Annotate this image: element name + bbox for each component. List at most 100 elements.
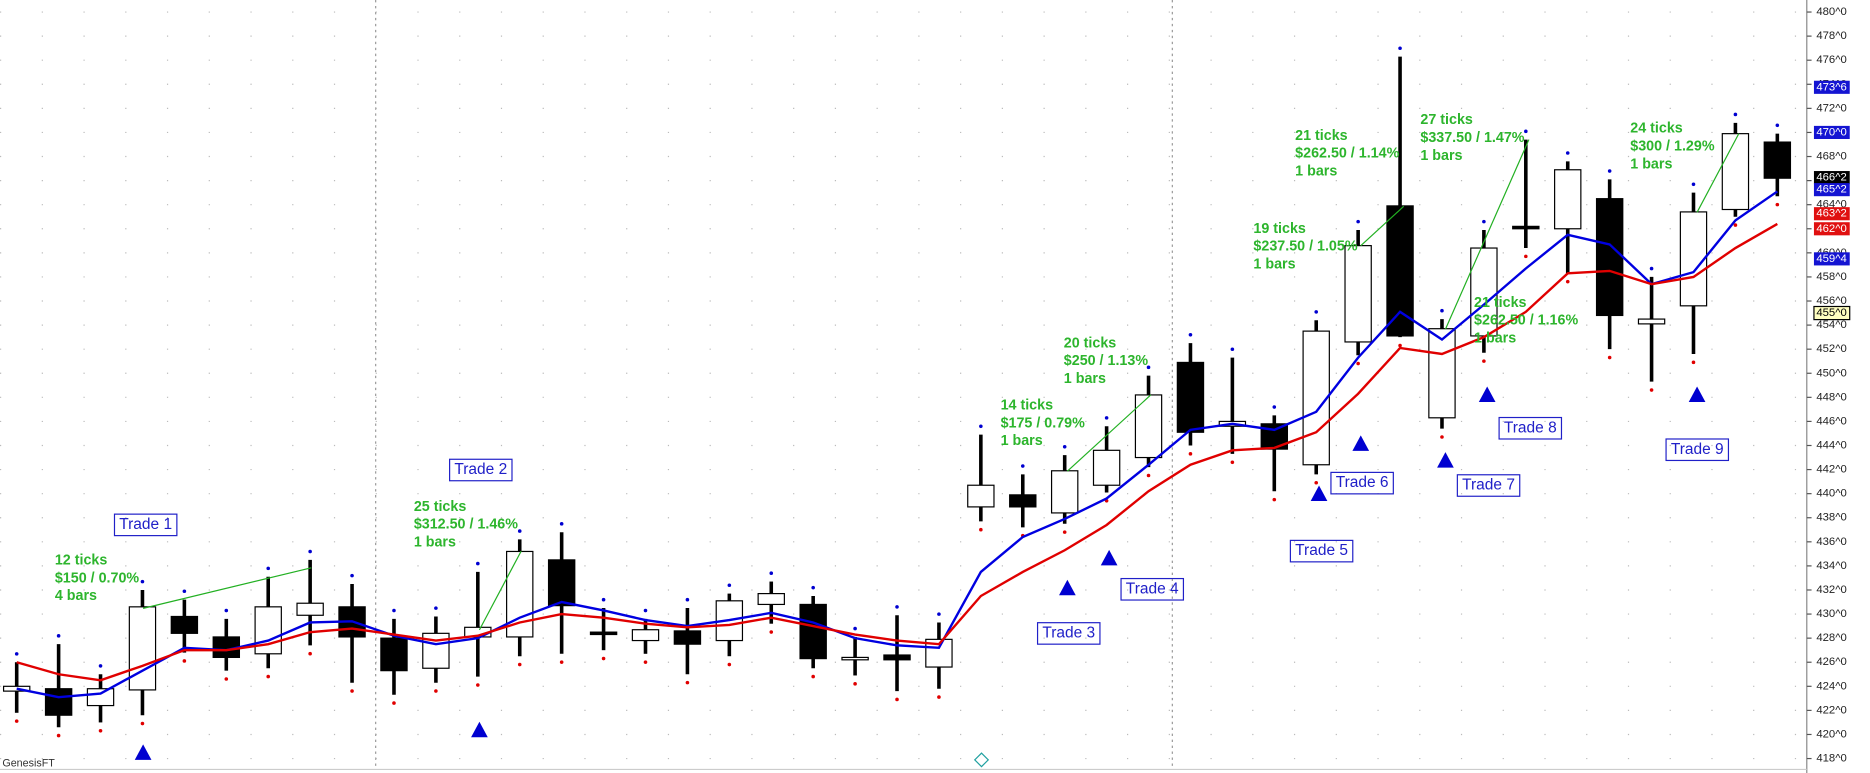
high-dot bbox=[1230, 347, 1235, 352]
trade-line bbox=[1696, 133, 1740, 213]
candle-body bbox=[547, 559, 576, 607]
candle-body bbox=[1344, 245, 1372, 343]
high-dot bbox=[1649, 266, 1654, 271]
price-marker-label: 470^0 bbox=[1816, 126, 1847, 138]
low-dot bbox=[182, 659, 187, 663]
y-tick-label: 420^0 bbox=[1816, 728, 1847, 740]
candle-body bbox=[799, 603, 827, 660]
candle-body bbox=[967, 484, 995, 508]
moving-average-line bbox=[16, 222, 1778, 682]
candle-body bbox=[1721, 133, 1750, 211]
trade-stat: 1 bars bbox=[1420, 148, 1462, 164]
low-dot bbox=[1230, 460, 1235, 465]
trade-label: Trade 9 bbox=[1671, 441, 1724, 458]
trade-stat: $337.50 / 1.47% bbox=[1420, 130, 1524, 146]
high-dot bbox=[1775, 123, 1780, 128]
low-dot bbox=[476, 683, 480, 687]
trade-line bbox=[1444, 139, 1530, 330]
y-tick-label: 452^0 bbox=[1816, 343, 1847, 355]
high-dot bbox=[1565, 151, 1570, 155]
y-tick-label: 444^0 bbox=[1816, 439, 1847, 451]
trade-line bbox=[1066, 394, 1152, 472]
low-dot bbox=[350, 689, 354, 693]
trade-label: Trade 6 bbox=[1336, 474, 1389, 491]
candle-body bbox=[506, 550, 534, 638]
trade-stat: 1 bars bbox=[1295, 164, 1337, 180]
trade-label-box bbox=[1665, 438, 1730, 462]
low-dot bbox=[811, 674, 815, 679]
high-dot bbox=[1398, 46, 1402, 51]
trade-stat: 14 ticks bbox=[1001, 397, 1054, 413]
moving-average-line bbox=[16, 190, 1779, 699]
trade-stat: 12 ticks bbox=[55, 552, 108, 568]
high-dot bbox=[98, 664, 103, 668]
low-dot bbox=[1607, 355, 1612, 360]
high-dot bbox=[1691, 182, 1696, 187]
trade-label-box bbox=[1289, 539, 1354, 563]
candle-body bbox=[1595, 198, 1624, 317]
high-dot bbox=[266, 566, 271, 571]
low-dot bbox=[1146, 473, 1151, 478]
y-tick-label: 456^0 bbox=[1816, 295, 1847, 307]
trade-label-box bbox=[1330, 471, 1394, 495]
y-tick-label: 436^0 bbox=[1816, 536, 1847, 548]
y-tick-label: 472^0 bbox=[1816, 102, 1847, 114]
candle-body bbox=[1763, 141, 1792, 179]
trade-stat: $312.50 / 1.46% bbox=[414, 517, 518, 533]
high-dot bbox=[350, 573, 354, 578]
trade-label: Trade 3 bbox=[1042, 625, 1095, 642]
high-dot bbox=[1482, 219, 1486, 224]
marker-icon bbox=[973, 752, 990, 768]
candle-body bbox=[128, 606, 157, 691]
high-dot bbox=[937, 612, 941, 616]
y-tick-label: 468^0 bbox=[1816, 151, 1847, 163]
low-dot bbox=[1272, 497, 1277, 502]
trade-stat: 1 bars bbox=[1001, 433, 1043, 449]
low-dot bbox=[643, 660, 648, 664]
trade-stat: $175 / 0.79% bbox=[1001, 415, 1086, 431]
trade-stat: 1 bars bbox=[1474, 331, 1516, 347]
high-dot bbox=[1104, 416, 1109, 420]
y-tick-label: 426^0 bbox=[1816, 656, 1847, 668]
price-marker bbox=[1813, 80, 1850, 94]
candle-body bbox=[1050, 470, 1079, 514]
high-dot bbox=[853, 626, 857, 631]
entry-arrow bbox=[471, 721, 488, 738]
candle-body bbox=[589, 631, 618, 636]
high-dot bbox=[1146, 365, 1151, 370]
high-dot bbox=[1272, 405, 1277, 409]
trade-stat: $150 / 0.70% bbox=[55, 570, 140, 586]
high-dot bbox=[1188, 333, 1193, 337]
high-dot bbox=[517, 529, 522, 533]
price-marker bbox=[1813, 183, 1850, 197]
trade-stat: 1 bars bbox=[1064, 371, 1106, 387]
trade-label: Trade 1 bbox=[119, 516, 172, 533]
price-marker-label: 459^4 bbox=[1816, 253, 1847, 265]
y-tick-label: 430^0 bbox=[1816, 608, 1847, 620]
trade-label: Trade 4 bbox=[1126, 580, 1179, 597]
low-dot bbox=[1649, 388, 1654, 392]
price-marker bbox=[1813, 125, 1850, 140]
candle-body bbox=[1428, 328, 1456, 419]
trade-label-box bbox=[1120, 577, 1185, 601]
price-marker bbox=[1813, 252, 1850, 266]
high-dot bbox=[1314, 310, 1319, 314]
low-dot bbox=[1398, 343, 1402, 348]
trade-label: Trade 5 bbox=[1295, 542, 1348, 559]
price-marker bbox=[1813, 171, 1850, 185]
y-tick-label: 480^0 bbox=[1816, 6, 1847, 18]
candle-body bbox=[841, 656, 869, 661]
candle-body bbox=[1554, 169, 1582, 230]
trade-stat: 19 ticks bbox=[1253, 221, 1306, 237]
candle-body bbox=[1134, 394, 1163, 459]
high-dot bbox=[392, 608, 396, 613]
y-tick-label: 450^0 bbox=[1816, 367, 1847, 379]
low-dot bbox=[56, 733, 61, 738]
price-marker-label: 463^2 bbox=[1816, 208, 1847, 220]
high-dot bbox=[182, 589, 187, 594]
y-tick-label: 478^0 bbox=[1816, 30, 1847, 42]
y-tick-label: 432^0 bbox=[1816, 584, 1847, 596]
candle-body bbox=[296, 602, 324, 616]
low-dot bbox=[517, 662, 522, 667]
